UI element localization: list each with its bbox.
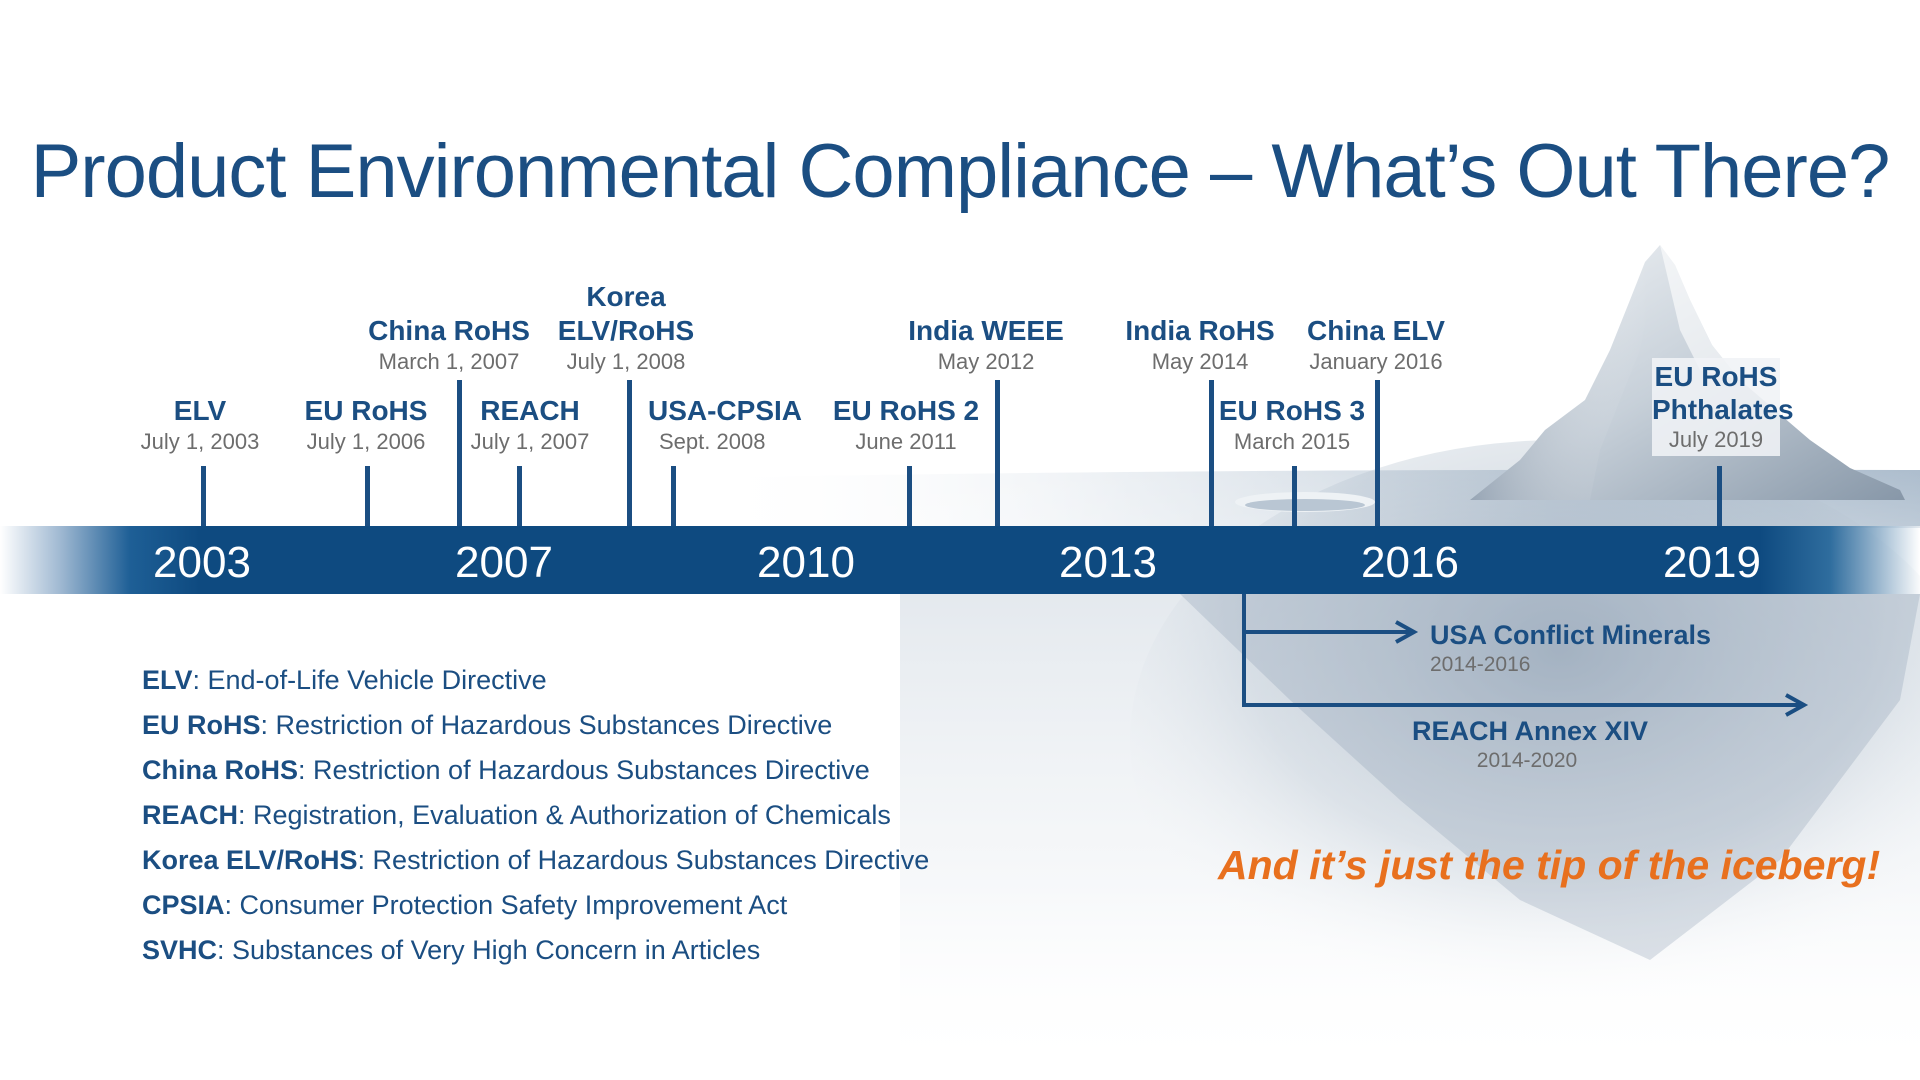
event-stem-eu-rohs-3 [1292, 466, 1297, 526]
acronym-legend: ELV: End-of-Life Vehicle Directive EU Ro… [142, 658, 929, 973]
event-usa-cpsia: USA-CPSIA Sept. 2008 [595, 394, 855, 456]
event-date: July 1, 2008 [566, 349, 686, 374]
event-stem-usa-cpsia [671, 466, 676, 526]
event-stem-india-rohs [1209, 380, 1214, 526]
year-label: 2007 [455, 538, 553, 587]
year-label: 2010 [757, 538, 855, 587]
year-label: 2019 [1663, 538, 1761, 587]
event-stem-china-elv [1375, 380, 1380, 526]
event-china-elv: China ELV January 2016 [1246, 314, 1506, 376]
event-date: May 2014 [1151, 349, 1249, 374]
legend-item: ELV: End-of-Life Vehicle Directive [142, 658, 929, 703]
year-label: 2013 [1059, 538, 1157, 587]
legend-definition: : Consumer Protection Safety Improvement… [224, 890, 788, 920]
event-date: July 1, 2007 [470, 429, 590, 454]
event-date: March 1, 2007 [378, 349, 520, 374]
legend-term: REACH [142, 800, 239, 830]
legend-term: SVHC [142, 935, 218, 965]
event-india-weee: India WEEE May 2012 [856, 314, 1116, 376]
event-date: May 2012 [937, 349, 1035, 374]
event-stem-reach [517, 466, 522, 526]
event-name: EU RoHS 2 [832, 395, 980, 426]
event-date: July 1, 2003 [140, 429, 260, 454]
event-name: China RoHS [368, 315, 530, 346]
event-stem-china-rohs [457, 380, 462, 526]
year-label: 2003 [153, 538, 251, 587]
range-usa-conflict-minerals: USA Conflict Minerals 2014-2016 [1430, 619, 1711, 679]
event-name: EU RoHS Phthalates [1652, 361, 1794, 425]
legend-definition: : End-of-Life Vehicle Directive [192, 665, 547, 695]
range-date: 2014-2020 [1476, 749, 1578, 772]
legend-term: EU RoHS [142, 710, 261, 740]
event-date: July 2019 [1668, 427, 1764, 452]
page-title: Product Environmental Compliance – What’… [30, 129, 1891, 214]
legend-definition: : Substances of Very High Concern in Art… [217, 935, 761, 965]
event-eu-rohs-2: EU RoHS 2 June 2011 [776, 394, 1036, 456]
legend-item: Korea ELV/RoHS: Restriction of Hazardous… [142, 838, 929, 883]
event-stem-korea-elv-rohs [627, 380, 632, 526]
legend-item: SVHC: Substances of Very High Concern in… [142, 928, 929, 973]
legend-definition: : Restriction of Hazardous Substances Di… [298, 755, 870, 785]
range-name: USA Conflict Minerals [1430, 620, 1712, 650]
legend-term: CPSIA [142, 890, 225, 920]
event-name: EU RoHS [304, 395, 428, 426]
event-date: March 2015 [1233, 429, 1351, 454]
event-stem-eu-rohs-2 [907, 466, 912, 526]
event-name: USA-CPSIA [647, 395, 802, 426]
tagline: And it’s just the tip of the iceberg! [1218, 842, 1881, 888]
event-stem-eu-rohs-phthalates [1717, 466, 1722, 526]
event-date: July 1, 2006 [306, 429, 426, 454]
legend-term: China RoHS [142, 755, 299, 785]
legend-item: REACH: Registration, Evaluation & Author… [142, 793, 929, 838]
event-stem-india-weee [995, 380, 1000, 526]
event-eu-rohs: EU RoHS July 1, 2006 [236, 394, 496, 456]
event-eu-rohs-3: EU RoHS 3 March 2015 [1162, 394, 1422, 456]
event-name: Korea ELV/RoHS [557, 281, 695, 346]
legend-item: CPSIA: Consumer Protection Safety Improv… [142, 883, 929, 928]
legend-definition: : Restriction of Hazardous Substances Di… [260, 710, 833, 740]
range-name: REACH Annex XIV [1412, 716, 1649, 746]
event-china-rohs: China RoHS March 1, 2007 [319, 314, 579, 376]
event-date: Sept. 2008 [659, 429, 766, 454]
event-stem-elv [201, 466, 206, 526]
legend-item: China RoHS: Restriction of Hazardous Sub… [142, 748, 929, 793]
event-name: REACH [480, 395, 580, 426]
event-name: EU RoHS 3 [1218, 395, 1366, 426]
event-india-rohs: India RoHS May 2014 [1070, 314, 1330, 376]
event-korea-elv-rohs: Korea ELV/RoHS July 1, 2008 [496, 280, 756, 376]
legend-term: Korea ELV/RoHS [142, 845, 358, 875]
event-stem-eu-rohs [365, 466, 370, 526]
event-name: India WEEE [908, 315, 1064, 346]
timeline-bar [0, 526, 1920, 594]
event-elv: ELV July 1, 2003 [70, 394, 330, 456]
event-eu-rohs-phthalates: EU RoHS Phthalates July 2019 [1652, 358, 1794, 456]
event-label-box: EU RoHS Phthalates July 2019 [1652, 358, 1794, 456]
legend-item: EU RoHS: Restriction of Hazardous Substa… [142, 703, 929, 748]
range-date: 2014-2016 [1430, 653, 1531, 676]
range-reach-annex-xiv: REACH Annex XIV 2014-2020 [1412, 715, 1649, 775]
event-name: China ELV [1307, 315, 1445, 346]
event-name: ELV [173, 395, 227, 426]
legend-definition: : Restriction of Hazardous Substances Di… [357, 845, 930, 875]
legend-term: ELV [142, 665, 193, 695]
event-date: June 2011 [855, 429, 957, 454]
legend-definition: : Registration, Evaluation & Authorizati… [238, 800, 891, 830]
event-reach: REACH July 1, 2007 [400, 394, 660, 456]
event-date: January 2016 [1309, 349, 1443, 374]
event-name: India RoHS [1125, 315, 1275, 346]
year-label: 2016 [1361, 538, 1459, 587]
